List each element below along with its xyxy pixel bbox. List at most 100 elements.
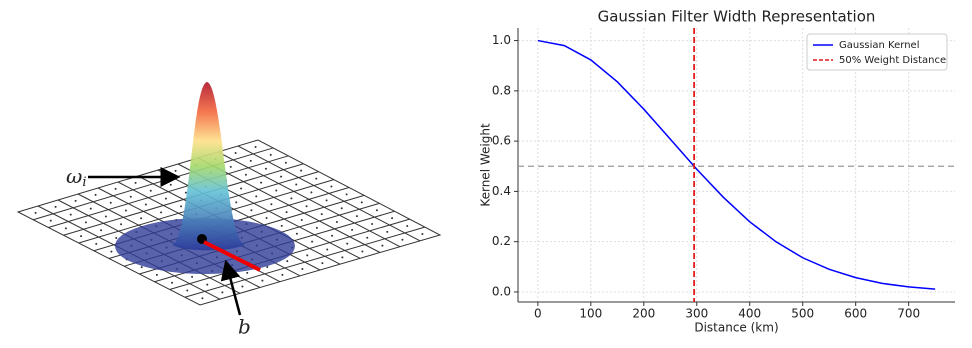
ground-dot xyxy=(315,226,318,229)
ground-dot xyxy=(284,161,287,164)
ground-dot xyxy=(360,201,363,204)
ground-dot xyxy=(171,281,174,284)
ground-dot xyxy=(241,285,244,288)
width-bar xyxy=(203,240,261,272)
ground-dot xyxy=(160,211,163,214)
ground-dot xyxy=(375,209,378,212)
ground-dot xyxy=(184,191,187,194)
ground-dot xyxy=(226,277,229,280)
ground-dot xyxy=(285,211,288,214)
ground-dot xyxy=(331,234,334,237)
x-tick-label: 0 xyxy=(534,307,542,321)
ground-dot xyxy=(366,236,369,239)
ground-dot xyxy=(421,232,424,235)
ground-dot xyxy=(110,250,113,253)
ground-dot xyxy=(351,228,354,231)
ground-dot xyxy=(94,193,97,196)
ground-dot xyxy=(264,167,267,170)
x-tick-label: 700 xyxy=(897,307,920,321)
gaussian-peak xyxy=(172,82,245,251)
ground-dot xyxy=(305,205,308,208)
ground-dot xyxy=(321,262,324,265)
ground-dot xyxy=(265,217,268,220)
ground-dot xyxy=(74,199,77,202)
ground-dot xyxy=(80,235,83,238)
ground-dot xyxy=(269,153,272,156)
y-tick-label: 1.0 xyxy=(492,33,511,47)
ground-dot xyxy=(201,297,204,300)
ground-dot xyxy=(169,183,172,186)
ground-dot xyxy=(144,203,147,206)
x-tick-label: 200 xyxy=(632,307,655,321)
ground-dot xyxy=(295,183,298,186)
ground-dot xyxy=(340,207,343,210)
ground-dot xyxy=(260,181,263,184)
ground-dot xyxy=(286,260,289,263)
weight-symbol: ω xyxy=(66,164,82,188)
ground-dot xyxy=(246,271,249,274)
x-tick-label: 600 xyxy=(844,307,867,321)
ground-dot xyxy=(69,213,72,216)
ground-dot xyxy=(115,236,118,239)
ground-dot xyxy=(386,230,389,233)
ground-dot xyxy=(191,275,194,278)
ground-dot xyxy=(174,169,177,172)
y-tick-label: 0.2 xyxy=(492,234,511,248)
ground-line xyxy=(184,226,425,298)
x-axis-label: Distance (km) xyxy=(694,321,778,335)
ground-dot xyxy=(391,217,394,220)
ground-dot xyxy=(361,250,364,253)
x-tick-label: 300 xyxy=(685,307,708,321)
ground-dot xyxy=(129,195,132,198)
ground-dot xyxy=(95,242,98,245)
ground-dot xyxy=(341,256,344,259)
ground-dot xyxy=(280,224,283,227)
ground-dot xyxy=(300,169,303,172)
x-tick-label: 100 xyxy=(579,307,602,321)
ground-dot xyxy=(261,279,264,282)
ground-dot xyxy=(34,211,37,214)
ground-dot xyxy=(134,181,137,184)
ground-dot xyxy=(229,165,232,168)
ground-dot xyxy=(371,223,374,226)
ground-dot xyxy=(355,215,358,218)
ground-dot xyxy=(346,242,349,245)
ground-dot xyxy=(235,201,238,204)
y-tick-label: 0.8 xyxy=(492,83,511,97)
y-tick-label: 0.6 xyxy=(492,134,511,148)
ground-dot xyxy=(254,145,257,148)
ground-dot xyxy=(249,159,252,162)
ground-dot xyxy=(311,240,314,243)
ground-dot xyxy=(206,283,209,286)
ground-dot xyxy=(140,266,143,269)
ground-dot xyxy=(301,268,304,271)
ground-dot xyxy=(300,219,303,222)
ground-dot xyxy=(84,221,87,224)
chart-title: Gaussian Filter Width Representation xyxy=(598,8,876,26)
legend-label: 50% Weight Distance xyxy=(839,55,946,66)
ground-dot xyxy=(275,189,278,192)
ground-dot xyxy=(280,175,283,178)
ground-dot xyxy=(234,151,237,154)
ground-dot xyxy=(325,199,328,202)
ground-dot xyxy=(401,238,404,241)
ground-dot xyxy=(104,215,107,218)
ground-dot xyxy=(320,213,323,216)
ground-dot xyxy=(381,244,384,247)
ground-dot xyxy=(250,209,253,212)
ground-dot xyxy=(306,254,309,257)
y-tick-label: 0.0 xyxy=(492,284,511,298)
x-tick-label: 400 xyxy=(738,307,761,321)
ground-dot xyxy=(310,191,313,194)
ground-dot xyxy=(270,203,273,206)
ground-dot xyxy=(345,193,348,196)
ground-dot xyxy=(406,225,409,228)
ground-dot xyxy=(140,217,143,220)
ground-dot xyxy=(295,232,298,235)
ground-dot xyxy=(186,289,189,292)
weight-label: ωi xyxy=(66,164,86,190)
ground-dot xyxy=(221,291,224,294)
ground-dot xyxy=(326,248,329,251)
weight-subscript: i xyxy=(82,175,86,190)
